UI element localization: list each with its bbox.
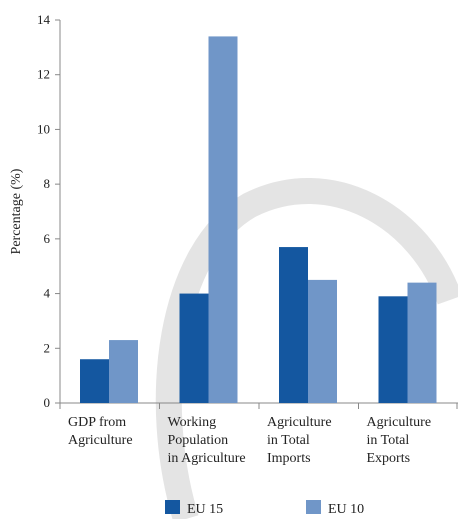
x-tick-label: Exports: [367, 451, 411, 466]
legend-swatch-eu-15: [165, 500, 180, 514]
plot-area: 0 2 4 6 8 10 12 14 Percentage (%) GDP from Agricul…: [9, 12, 458, 466]
bar-eu-10-2: [208, 36, 238, 404]
bar-eu-10-1: [109, 340, 138, 403]
legend: EU 15 EU 10: [165, 500, 364, 517]
x-tick-label: Imports: [267, 451, 311, 466]
y-tick-label: 10: [37, 121, 50, 136]
y-tick-label: 0: [44, 395, 51, 410]
y-tick-label: 6: [44, 231, 51, 246]
watermark-arc: [155, 178, 458, 519]
bar-eu-10-4: [407, 282, 437, 403]
bar-eu-15-2: [179, 293, 209, 403]
x-tick-label: Agriculture: [68, 433, 133, 448]
bar-eu-15-3: [279, 247, 308, 403]
x-tick-label: GDP from: [68, 415, 126, 430]
legend-label: EU 15: [187, 502, 223, 517]
legend-label: EU 10: [328, 502, 364, 517]
bar-eu-15-4: [378, 296, 408, 403]
y-axis-title: Percentage (%): [9, 168, 24, 254]
y-tick-label: 14: [37, 12, 51, 27]
x-tick-label: Working: [168, 415, 217, 430]
x-tick-label: in Agriculture: [168, 451, 246, 466]
x-tick-label: Population: [168, 433, 229, 448]
x-tick-label: Agriculture: [367, 415, 432, 430]
legend-swatch-eu-10: [306, 500, 321, 514]
y-tick-label: 4: [44, 286, 51, 301]
x-tick-label: Agriculture: [267, 415, 332, 430]
y-tick-label: 2: [44, 340, 51, 355]
y-tick-label: 12: [37, 67, 50, 82]
bar-eu-15-1: [80, 359, 109, 403]
bar-eu-10-3: [308, 279, 337, 403]
x-tick-label: in Total: [267, 433, 310, 448]
y-tick-label: 8: [44, 176, 51, 191]
x-tick-label: in Total: [367, 433, 410, 448]
